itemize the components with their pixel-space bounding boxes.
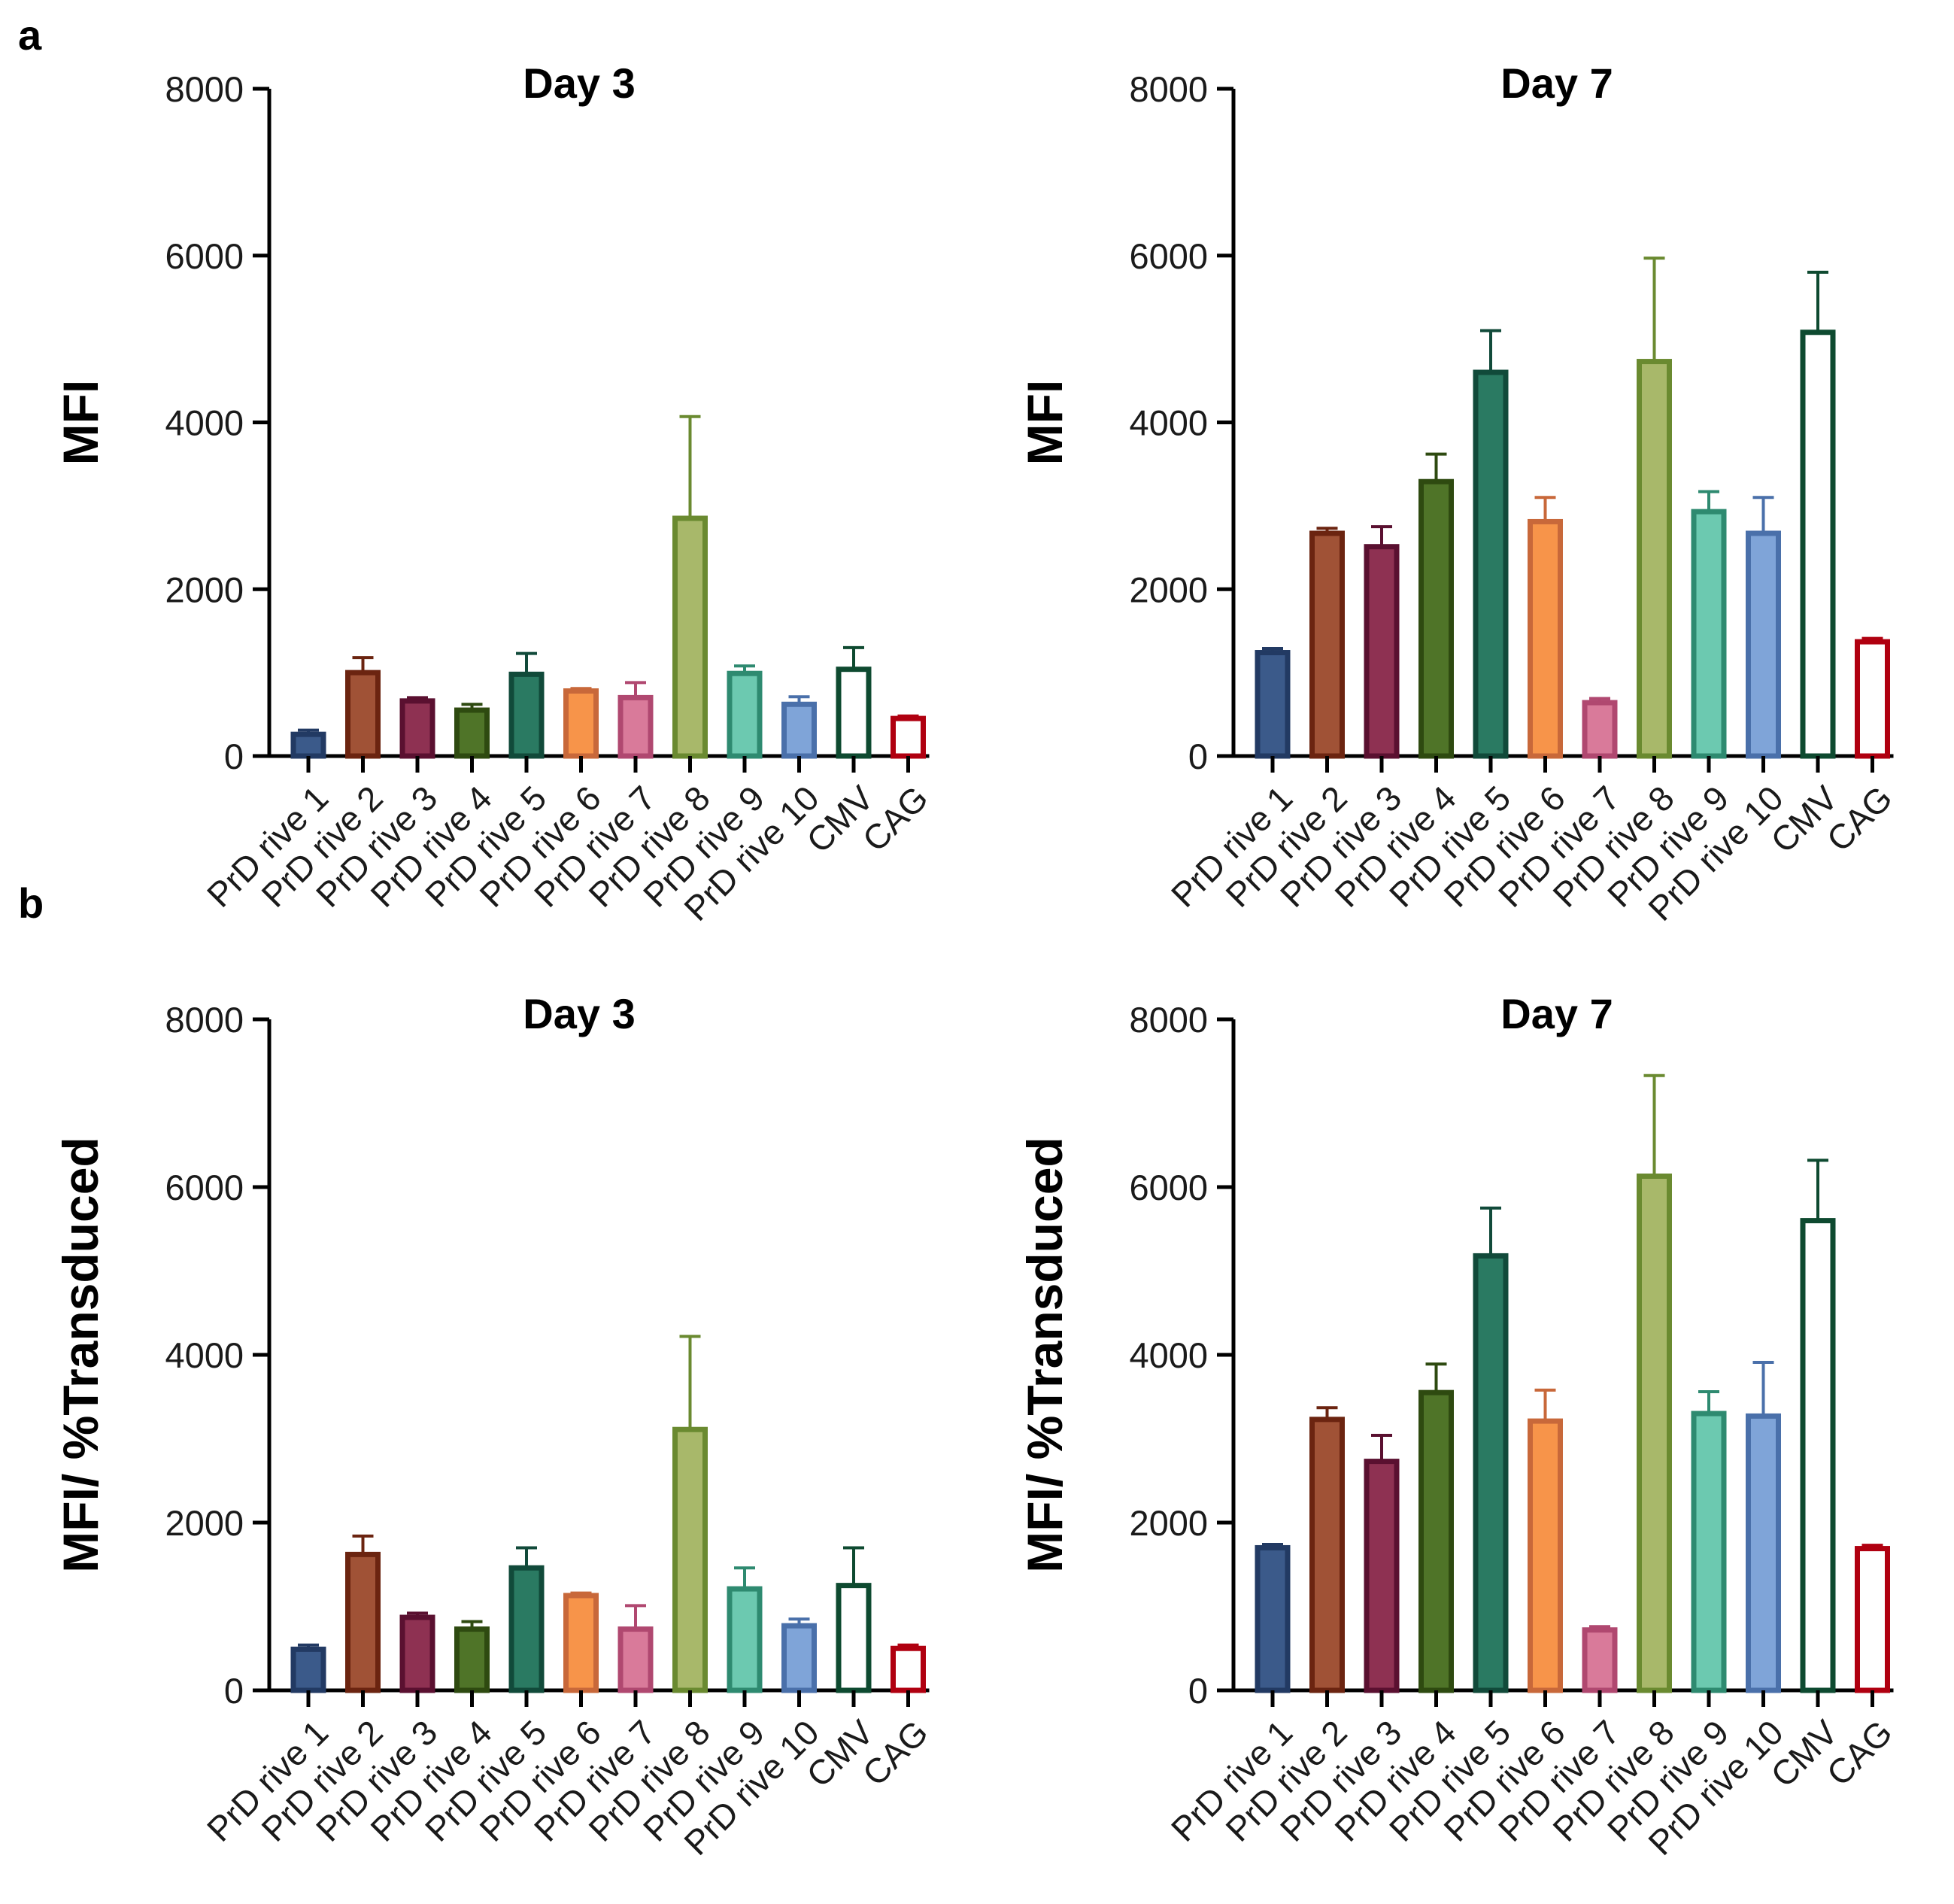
bar — [1637, 359, 1672, 759]
bar — [1582, 1627, 1618, 1693]
bar — [1418, 1389, 1454, 1693]
y-tick-label: 4000 — [165, 1335, 244, 1375]
bar — [672, 1426, 708, 1693]
x-tick-label: CAG — [1819, 1713, 1900, 1793]
bar — [1800, 329, 1836, 759]
y-tick-label: 2000 — [165, 569, 244, 609]
bar — [1255, 1544, 1291, 1693]
y-tick-label: 6000 — [1129, 1168, 1208, 1207]
bar — [1855, 639, 1890, 759]
x-tick-label: CAG — [855, 779, 936, 859]
y-tick-label: 4000 — [165, 403, 244, 443]
x-tick-label: CAG — [1819, 779, 1900, 859]
y-tick-label: 8000 — [1129, 1000, 1208, 1040]
y-tick-label: 2000 — [165, 1503, 244, 1543]
bar — [617, 694, 654, 759]
y-tick-label: 0 — [224, 736, 244, 776]
chart-title: Day 7 — [1500, 59, 1613, 107]
bar — [1309, 530, 1345, 759]
bar — [345, 1551, 381, 1693]
y-tick-label: 6000 — [165, 1168, 244, 1207]
panel-label-b: b — [18, 879, 44, 927]
bar — [727, 1586, 763, 1693]
bar — [781, 701, 817, 759]
bar — [1582, 700, 1618, 759]
bar — [891, 1645, 926, 1693]
bar — [290, 731, 326, 759]
y-tick-label: 0 — [1188, 736, 1208, 776]
bar — [1746, 530, 1781, 759]
y-tick-label: 6000 — [165, 236, 244, 276]
x-tick-label: CAG — [855, 1713, 936, 1793]
y-tick-label: 2000 — [1129, 1503, 1208, 1543]
y-axis-label: MFI — [53, 380, 108, 466]
bar — [781, 1623, 817, 1693]
bar — [836, 667, 872, 759]
bar — [1691, 1411, 1727, 1693]
y-tick-label: 2000 — [1129, 569, 1208, 609]
bar — [399, 698, 435, 759]
bar — [1528, 1418, 1563, 1693]
bar — [1637, 1174, 1672, 1693]
bar — [1691, 509, 1727, 759]
chart-title: Day 3 — [523, 990, 635, 1037]
y-tick-label: 0 — [1188, 1671, 1208, 1711]
y-tick-label: 4000 — [1129, 1335, 1208, 1375]
y-tick-label: 8000 — [165, 1000, 244, 1040]
bar — [727, 670, 763, 759]
y-tick-label: 8000 — [1129, 69, 1208, 109]
bar — [617, 1626, 654, 1693]
bar — [563, 1593, 599, 1693]
panel-label-a: a — [18, 11, 42, 59]
bar — [290, 1646, 326, 1693]
bar — [1473, 369, 1509, 759]
bar — [454, 1626, 490, 1693]
y-axis-label: MFI/ %Transduced — [53, 1137, 108, 1572]
y-tick-label: 6000 — [1129, 236, 1208, 276]
chart-title: Day 7 — [1500, 990, 1613, 1037]
bar — [1855, 1546, 1890, 1693]
y-axis-label: MFI — [1017, 380, 1073, 466]
bar — [672, 515, 708, 759]
bar — [891, 715, 926, 759]
bar — [508, 1565, 545, 1693]
y-axis-label: MFI/ %Transduced — [1017, 1137, 1073, 1572]
bar — [1418, 478, 1454, 759]
bar — [508, 671, 545, 759]
bar — [1473, 1253, 1509, 1693]
bar — [345, 670, 381, 759]
y-tick-label: 4000 — [1129, 403, 1208, 443]
bar — [454, 707, 490, 759]
bar — [1800, 1218, 1836, 1693]
bar — [836, 1583, 872, 1693]
chart-title: Day 3 — [523, 59, 635, 107]
y-tick-label: 0 — [224, 1671, 244, 1711]
bar — [1528, 518, 1563, 759]
bar — [1364, 544, 1400, 759]
bar — [1746, 1413, 1781, 1693]
bar — [1255, 650, 1291, 759]
y-tick-label: 8000 — [165, 69, 244, 109]
bar — [563, 688, 599, 759]
bar — [399, 1614, 435, 1693]
bar — [1309, 1417, 1345, 1693]
bar — [1364, 1459, 1400, 1693]
